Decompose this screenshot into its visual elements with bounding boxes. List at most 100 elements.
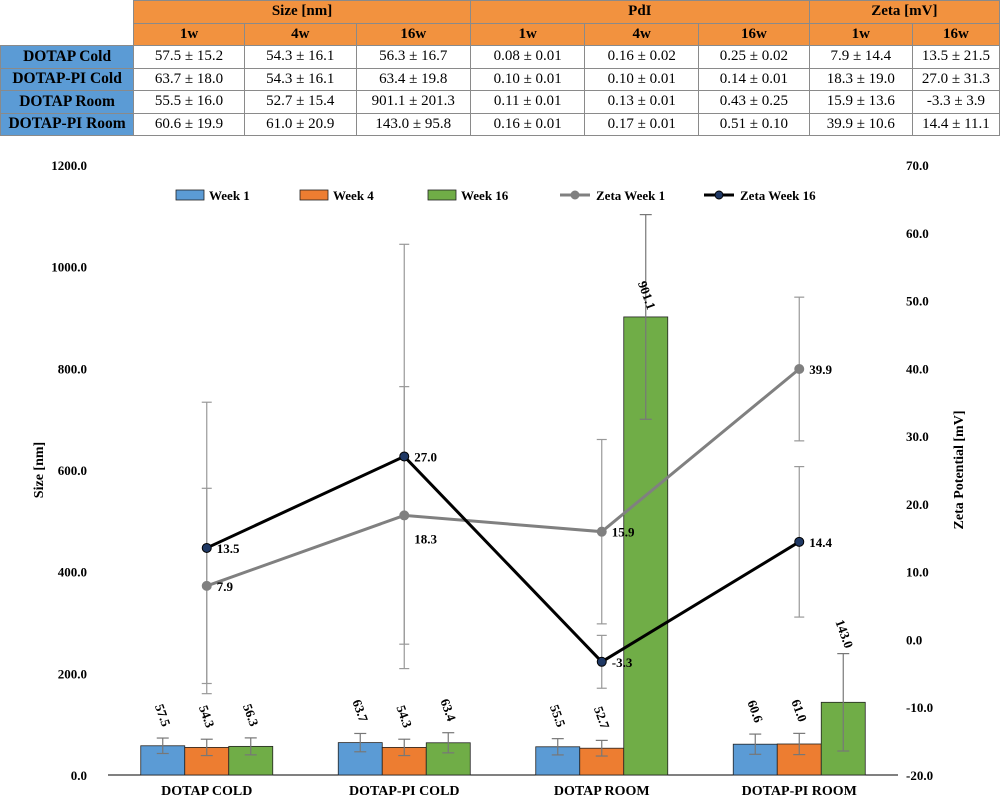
bar-value-label: 54.3 [393, 703, 415, 730]
table-cell: 0.51 ± 0.10 [698, 112, 810, 136]
summary-table: Size [nm] PdI Zeta [mV] 1w 4w 16w 1w 4w 16w 1w 16w… [0, 0, 1000, 136]
table-cell: 0.10 ± 0.01 [469, 67, 586, 91]
legend-marker [714, 190, 724, 200]
zeta-marker [399, 510, 410, 521]
zeta-value-label: 15.9 [612, 525, 635, 540]
y2-tick-label: 10.0 [906, 565, 929, 580]
table-sub-header: 1w [133, 22, 245, 46]
table-sub-header: 4w [584, 22, 700, 46]
table-group-header: Zeta [mV] [808, 0, 1000, 24]
table-cell: 0.08 ± 0.01 [469, 45, 586, 69]
table-cell: -3.3 ± 3.9 [911, 90, 1000, 114]
zeta-value-label: 39.9 [809, 362, 832, 377]
table-cell: 60.6 ± 19.9 [133, 112, 245, 136]
table-cell: 0.10 ± 0.01 [584, 67, 700, 91]
table-row: DOTAP-PI Cold 63.7 ± 18.0 54.3 ± 16.1 63.4 … [0, 67, 1000, 91]
bar-value-label: 63.7 [349, 697, 371, 724]
table-corner [0, 0, 134, 23]
legend-label: Week 4 [333, 188, 374, 203]
zeta-marker [794, 364, 805, 375]
y2-tick-label: 70.0 [906, 158, 929, 173]
table-cell: 0.25 ± 0.02 [698, 45, 810, 69]
y-tick-label: 0.0 [71, 768, 87, 783]
bar-value-label: 60.6 [744, 698, 766, 725]
table-row: DOTAP Room 55.5 ± 16.0 52.7 ± 15.4 901.1 ± … [0, 90, 1000, 114]
table-cell: 27.0 ± 31.3 [911, 67, 1000, 91]
legend-label: Week 16 [461, 188, 509, 203]
zeta-line [206, 367, 801, 588]
bar-value-label: 143.0 [832, 618, 856, 651]
table-cell: 39.9 ± 10.6 [808, 112, 913, 136]
zeta-marker [201, 580, 212, 591]
bar-value-label: 56.3 [240, 702, 262, 729]
y2-tick-label: 40.0 [906, 361, 929, 376]
bar-value-label: 61.0 [788, 697, 810, 724]
y-tick-label: 400.0 [58, 565, 87, 580]
y2-tick-label: 30.0 [906, 429, 929, 444]
legend-label: Zeta Week 16 [740, 188, 816, 203]
zeta-marker [794, 536, 805, 547]
legend-marker [570, 190, 580, 200]
table-cell: 0.16 ± 0.02 [584, 45, 700, 69]
table-cell: 14.4 ± 11.1 [911, 112, 1000, 136]
y2-tick-label: -20.0 [906, 768, 933, 783]
table-corner [0, 23, 134, 46]
table-cell: 52.7 ± 15.4 [243, 90, 357, 114]
y-tick-label: 200.0 [58, 666, 87, 681]
y2-tick-label: 60.0 [906, 226, 929, 241]
table-cell: 13.5 ± 21.5 [911, 45, 1000, 69]
bar-value-label: 901.1 [635, 279, 659, 312]
table-cell: 56.3 ± 16.7 [355, 45, 471, 69]
zeta-marker [201, 542, 212, 553]
table-group-header: Size [nm] [133, 0, 471, 24]
zeta-value-label: 27.0 [414, 449, 437, 464]
y-axis-title: Size [nm] [32, 442, 47, 498]
table-cell: 143.0 ± 95.8 [355, 112, 471, 136]
zeta-marker [399, 451, 410, 462]
x-category-label: DOTAP ROOM [554, 784, 650, 798]
legend-label: Week 1 [209, 188, 250, 203]
y2-tick-label: 20.0 [906, 497, 929, 512]
y-tick-label: 800.0 [58, 361, 87, 376]
y-tick-label: 1000.0 [51, 260, 87, 275]
table-cell: 0.16 ± 0.01 [469, 112, 586, 136]
x-category-label: DOTAP-PI ROOM [742, 784, 857, 798]
legend-swatch [427, 189, 457, 201]
table-cell: 7.9 ± 14.4 [808, 45, 913, 69]
y-tick-label: 1200.0 [51, 158, 87, 173]
table-cell: 0.14 ± 0.01 [698, 67, 810, 91]
bar-value-label: 55.5 [547, 703, 569, 730]
y2-tick-label: -10.0 [906, 700, 933, 715]
bar-value-label: 57.5 [152, 702, 174, 729]
table-cell: 15.9 ± 13.6 [808, 90, 913, 114]
table-cell: 54.3 ± 16.1 [243, 45, 357, 69]
zeta-marker [596, 656, 607, 667]
table-sub-header: 4w [243, 22, 357, 46]
table-sub-header: 16w [911, 22, 1000, 46]
legend-swatch [175, 189, 205, 201]
table-cell: 0.17 ± 0.01 [584, 112, 700, 136]
table-group-header: PdI [469, 0, 810, 24]
table-row-header: DOTAP-PI Room [0, 112, 135, 136]
table-cell: 901.1 ± 201.3 [355, 90, 471, 114]
y2-axis-title: Zeta Potential [mV] [952, 411, 967, 530]
zeta-marker [596, 526, 607, 537]
legend-label: Zeta Week 1 [596, 188, 665, 203]
table-row-header: DOTAP Room [0, 90, 135, 114]
bar-value-label: 52.7 [591, 704, 613, 731]
zeta-value-label: 18.3 [414, 531, 437, 546]
x-category-label: DOTAP-PI COLD [349, 784, 460, 798]
table-row: DOTAP Cold 57.5 ± 15.2 54.3 ± 16.1 56.3 ± 1… [0, 45, 1000, 69]
y2-tick-label: 0.0 [906, 632, 922, 647]
zeta-value-label: 14.4 [809, 535, 832, 550]
table-sub-header: 16w [355, 22, 471, 46]
table-cell: 63.7 ± 18.0 [133, 67, 245, 91]
x-category-label: DOTAP COLD [161, 784, 252, 798]
table-row: DOTAP-PI Room 60.6 ± 19.9 61.0 ± 20.9 143.0… [0, 112, 1000, 136]
table-cell: 0.43 ± 0.25 [698, 90, 810, 114]
bar-value-label: 54.3 [196, 703, 218, 730]
zeta-value-label: 7.9 [217, 579, 234, 594]
zeta-line [206, 454, 801, 664]
table-cell: 18.3 ± 19.0 [808, 67, 913, 91]
